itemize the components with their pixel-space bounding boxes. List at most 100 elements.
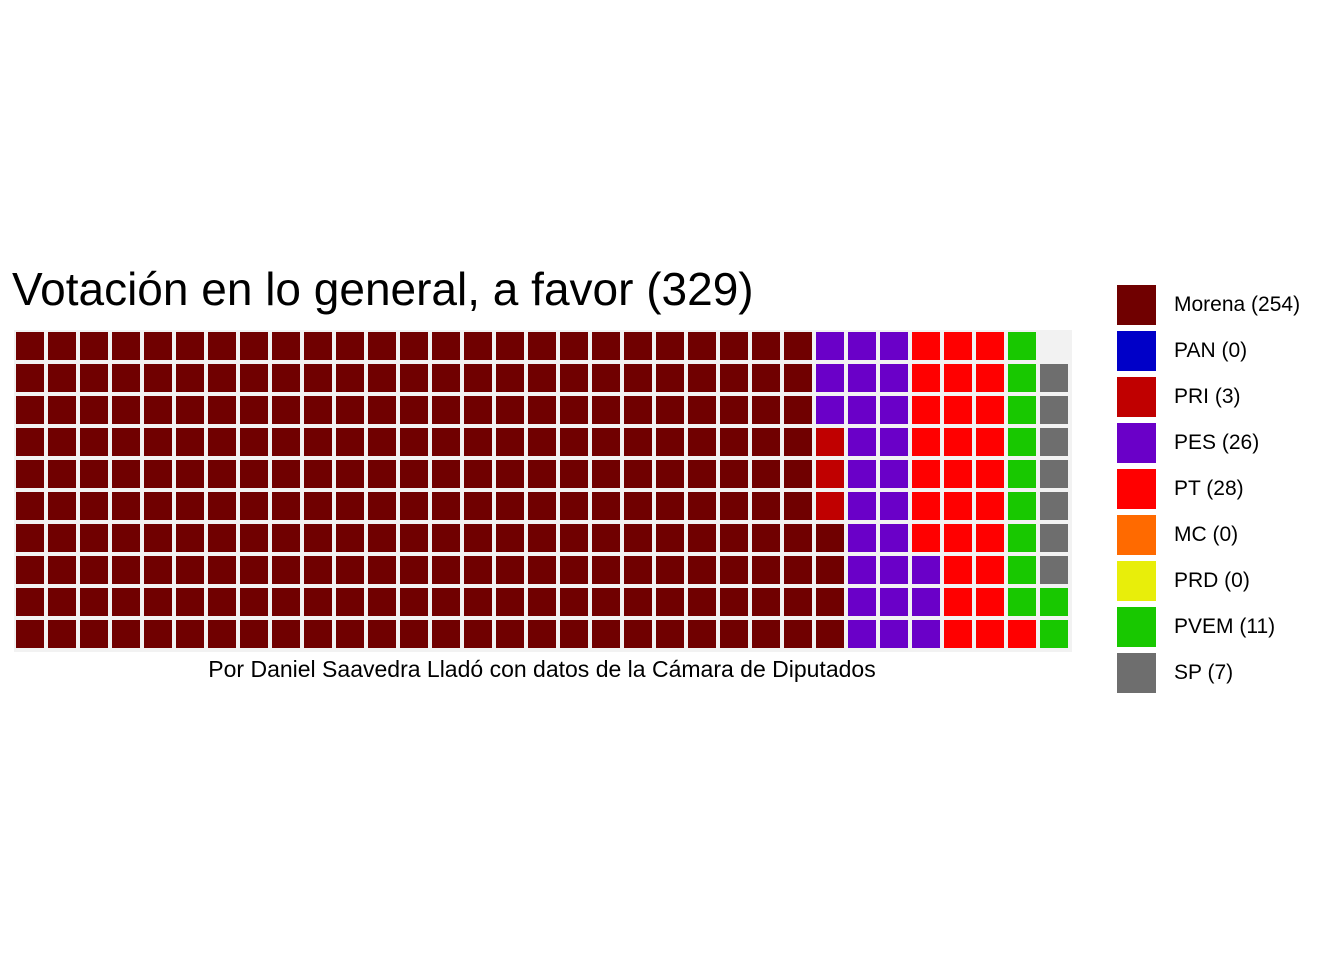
waffle-cell-morena xyxy=(400,428,428,456)
waffle-cell-morena xyxy=(752,364,780,392)
waffle-cell-pes xyxy=(880,396,908,424)
waffle-cell-pes xyxy=(880,620,908,648)
legend-swatch xyxy=(1117,469,1156,509)
waffle-cell-morena xyxy=(592,588,620,616)
waffle-cell-morena xyxy=(240,396,268,424)
legend-item: PES (26) xyxy=(1117,423,1344,463)
waffle-cell-morena xyxy=(240,556,268,584)
waffle-cell-morena xyxy=(560,396,588,424)
waffle-cell-morena xyxy=(272,524,300,552)
waffle-cell-morena xyxy=(592,364,620,392)
waffle-cell-morena xyxy=(16,588,44,616)
waffle-cell-morena xyxy=(208,492,236,520)
waffle-cell-morena xyxy=(272,556,300,584)
waffle-cell-pt xyxy=(912,364,940,392)
waffle-cell-pt xyxy=(976,492,1004,520)
waffle-cell-morena xyxy=(368,556,396,584)
waffle-cell-morena xyxy=(464,492,492,520)
waffle-cell-pes xyxy=(880,428,908,456)
waffle-cell-morena xyxy=(496,524,524,552)
waffle-cell-morena xyxy=(688,524,716,552)
waffle-cell-morena xyxy=(752,492,780,520)
waffle-cell-morena xyxy=(112,396,140,424)
waffle-cell-morena xyxy=(528,588,556,616)
waffle-cell-pes xyxy=(848,428,876,456)
waffle-cell-pt xyxy=(944,556,972,584)
waffle-cell-pt xyxy=(912,460,940,488)
waffle-cell-morena xyxy=(464,428,492,456)
waffle-cell-morena xyxy=(208,620,236,648)
waffle-cell-morena xyxy=(432,620,460,648)
waffle-cell-pes xyxy=(880,364,908,392)
waffle-cell-morena xyxy=(432,396,460,424)
waffle-cell-pt xyxy=(944,396,972,424)
waffle-cell-morena xyxy=(240,588,268,616)
waffle-cell-morena xyxy=(304,332,332,360)
waffle-cell-morena xyxy=(176,588,204,616)
legend-item: PRD (0) xyxy=(1117,561,1344,601)
waffle-cell-morena xyxy=(400,460,428,488)
waffle-cell-morena xyxy=(176,396,204,424)
waffle-cell-pt xyxy=(912,332,940,360)
waffle-cell-morena xyxy=(688,460,716,488)
waffle-cell-pes xyxy=(912,588,940,616)
waffle-cell-morena xyxy=(272,332,300,360)
waffle-cell-morena xyxy=(112,524,140,552)
waffle-cell-morena xyxy=(112,556,140,584)
waffle-cell-morena xyxy=(720,460,748,488)
waffle-cell-morena xyxy=(80,364,108,392)
waffle-cell-pvem xyxy=(1008,556,1036,584)
waffle-cell-pri xyxy=(816,460,844,488)
legend-item: Morena (254) xyxy=(1117,285,1344,325)
waffle-cell-morena xyxy=(80,492,108,520)
waffle-cell-pvem xyxy=(1008,460,1036,488)
waffle-cell-morena xyxy=(592,332,620,360)
waffle-cell-morena xyxy=(144,428,172,456)
waffle-cell-morena xyxy=(624,524,652,552)
waffle-cell-morena xyxy=(272,620,300,648)
waffle-cell-pt xyxy=(976,620,1004,648)
waffle-cell-morena xyxy=(176,364,204,392)
waffle-cell-morena xyxy=(752,588,780,616)
waffle-cell-morena xyxy=(560,332,588,360)
legend-label: PAN (0) xyxy=(1174,339,1248,362)
legend-item: MC (0) xyxy=(1117,515,1344,555)
waffle-cell-pt xyxy=(944,620,972,648)
waffle-cell-morena xyxy=(592,460,620,488)
waffle-cell-morena xyxy=(720,588,748,616)
waffle-cell-morena xyxy=(752,460,780,488)
waffle-cell-sp xyxy=(1040,396,1068,424)
waffle-cell-pes xyxy=(848,524,876,552)
waffle-cell-pt xyxy=(976,396,1004,424)
waffle-cell-pes xyxy=(816,396,844,424)
waffle-cell-morena xyxy=(784,332,812,360)
waffle-cell-pes xyxy=(912,620,940,648)
waffle-cell-morena xyxy=(464,588,492,616)
waffle-cell-morena xyxy=(816,588,844,616)
waffle-cell-morena xyxy=(752,332,780,360)
waffle-cell-morena xyxy=(656,492,684,520)
waffle-cell-morena xyxy=(752,428,780,456)
waffle-cell-pt xyxy=(976,364,1004,392)
waffle-cell-morena xyxy=(336,396,364,424)
waffle-cell-morena xyxy=(720,556,748,584)
waffle-cell-morena xyxy=(688,588,716,616)
waffle-cell-morena xyxy=(144,492,172,520)
waffle-cell-morena xyxy=(592,556,620,584)
waffle-cell-morena xyxy=(112,620,140,648)
waffle-cell-morena xyxy=(80,396,108,424)
waffle-cell-morena xyxy=(784,620,812,648)
waffle-cell-morena xyxy=(528,460,556,488)
waffle-cell-morena xyxy=(592,428,620,456)
waffle-cell-morena xyxy=(400,524,428,552)
waffle-cell-morena xyxy=(368,588,396,616)
waffle-cell-pt xyxy=(976,556,1004,584)
waffle-cell-morena xyxy=(560,588,588,616)
waffle-cell-morena xyxy=(624,460,652,488)
waffle-cell-morena xyxy=(176,524,204,552)
waffle-cell-pt xyxy=(912,396,940,424)
waffle-cell-morena xyxy=(624,332,652,360)
waffle-cell-sp xyxy=(1040,524,1068,552)
waffle-cell-pt xyxy=(1008,620,1036,648)
waffle-cell-morena xyxy=(528,524,556,552)
